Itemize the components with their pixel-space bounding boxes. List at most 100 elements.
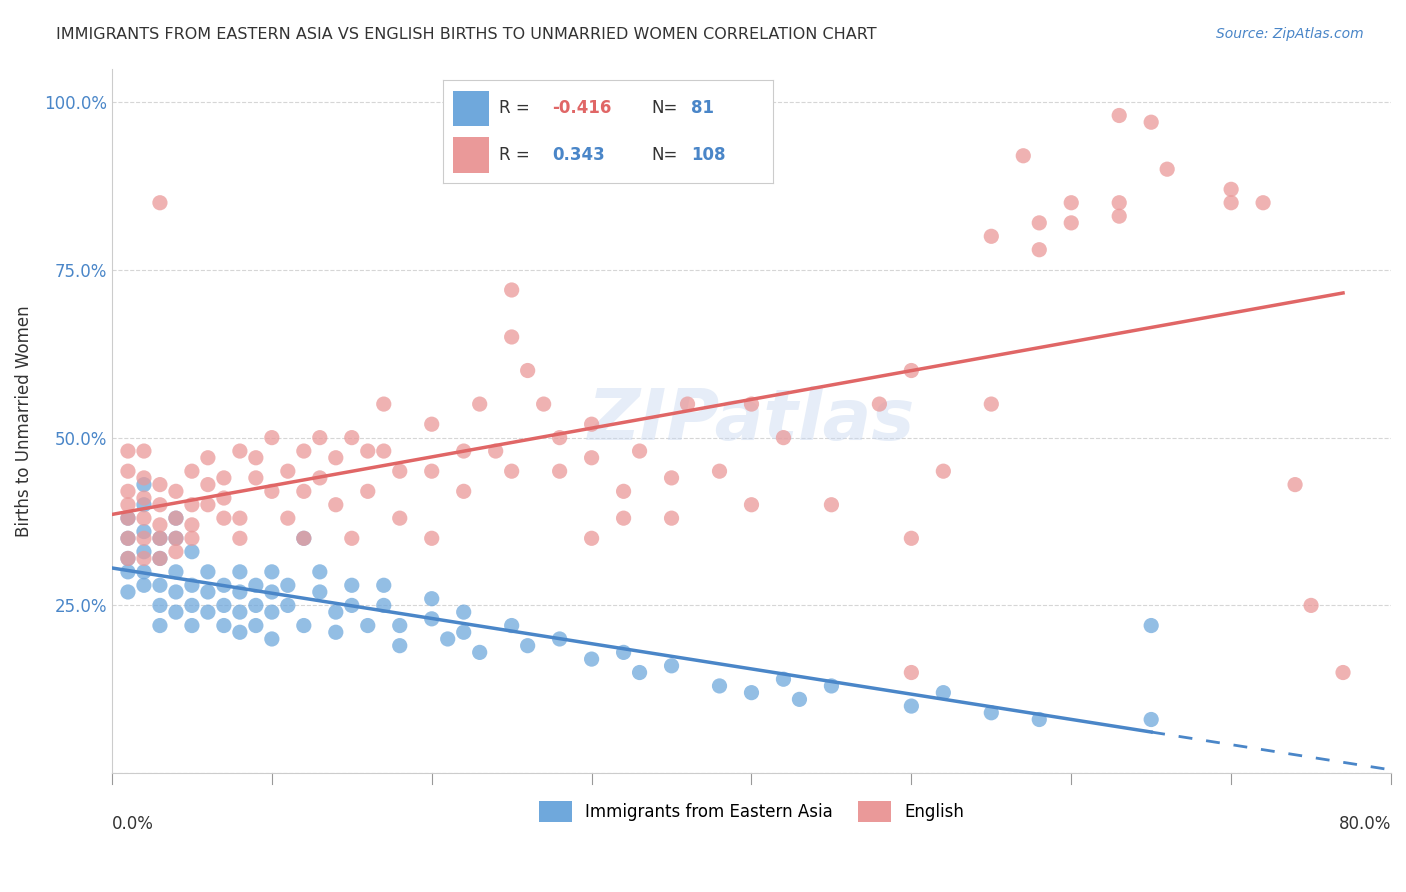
Point bbox=[628, 665, 651, 680]
Point bbox=[197, 477, 219, 491]
Point bbox=[308, 585, 330, 599]
Point bbox=[501, 464, 523, 478]
Point bbox=[292, 618, 315, 632]
Text: 0.343: 0.343 bbox=[553, 145, 605, 163]
Point bbox=[117, 551, 139, 566]
Point bbox=[772, 431, 794, 445]
Point bbox=[1220, 195, 1243, 210]
Point bbox=[1331, 665, 1354, 680]
Point bbox=[900, 699, 922, 714]
Point bbox=[661, 471, 683, 485]
Text: R =: R = bbox=[499, 145, 540, 163]
Point bbox=[388, 511, 411, 525]
Point bbox=[212, 491, 235, 505]
Point bbox=[117, 484, 139, 499]
Point bbox=[932, 464, 955, 478]
Point bbox=[420, 612, 443, 626]
Point bbox=[308, 565, 330, 579]
Point bbox=[980, 397, 1002, 411]
Point bbox=[165, 545, 187, 559]
Point bbox=[117, 531, 139, 545]
Point bbox=[260, 565, 283, 579]
Point bbox=[485, 444, 508, 458]
Point bbox=[229, 511, 252, 525]
Point bbox=[212, 511, 235, 525]
Point bbox=[117, 531, 139, 545]
Point bbox=[212, 471, 235, 485]
Point bbox=[1156, 162, 1178, 177]
Point bbox=[1140, 713, 1163, 727]
Point bbox=[132, 565, 155, 579]
Point bbox=[468, 645, 491, 659]
Point bbox=[245, 618, 267, 632]
Point bbox=[1108, 108, 1130, 122]
Point bbox=[117, 444, 139, 458]
Point bbox=[340, 531, 363, 545]
Point bbox=[132, 551, 155, 566]
Point bbox=[149, 195, 172, 210]
Point bbox=[229, 585, 252, 599]
Point bbox=[229, 565, 252, 579]
Point bbox=[308, 431, 330, 445]
Point bbox=[277, 599, 299, 613]
Point bbox=[613, 484, 636, 499]
Point bbox=[581, 652, 603, 666]
Point bbox=[229, 605, 252, 619]
Point bbox=[149, 531, 172, 545]
Point bbox=[932, 686, 955, 700]
Point bbox=[117, 498, 139, 512]
Point bbox=[308, 471, 330, 485]
Point bbox=[292, 531, 315, 545]
Point bbox=[149, 477, 172, 491]
Point bbox=[900, 363, 922, 377]
Point bbox=[1012, 149, 1035, 163]
Text: R =: R = bbox=[499, 100, 536, 118]
Point bbox=[453, 484, 475, 499]
Point bbox=[180, 578, 202, 592]
Point bbox=[868, 397, 890, 411]
Point bbox=[149, 599, 172, 613]
Point bbox=[420, 531, 443, 545]
Point bbox=[980, 229, 1002, 244]
Point bbox=[117, 565, 139, 579]
Point bbox=[516, 363, 538, 377]
Point bbox=[340, 599, 363, 613]
Point bbox=[1251, 195, 1274, 210]
Point bbox=[740, 498, 762, 512]
Point bbox=[132, 491, 155, 505]
Point bbox=[1140, 618, 1163, 632]
Point bbox=[165, 605, 187, 619]
Point bbox=[229, 444, 252, 458]
Point bbox=[581, 450, 603, 465]
Point bbox=[468, 397, 491, 411]
Point bbox=[357, 618, 380, 632]
Point bbox=[149, 517, 172, 532]
Point bbox=[548, 464, 571, 478]
Point bbox=[245, 450, 267, 465]
Point bbox=[516, 639, 538, 653]
Point bbox=[180, 545, 202, 559]
Point bbox=[1060, 216, 1083, 230]
Point bbox=[260, 484, 283, 499]
Point bbox=[628, 444, 651, 458]
Point bbox=[132, 524, 155, 539]
Point bbox=[373, 578, 395, 592]
Point bbox=[581, 417, 603, 432]
Point bbox=[676, 397, 699, 411]
Point bbox=[165, 585, 187, 599]
Point bbox=[453, 605, 475, 619]
Point bbox=[132, 444, 155, 458]
Point bbox=[900, 531, 922, 545]
Point bbox=[340, 431, 363, 445]
Bar bbox=[453, 91, 489, 127]
Point bbox=[548, 632, 571, 646]
Point bbox=[180, 517, 202, 532]
Point bbox=[1108, 195, 1130, 210]
Text: IMMIGRANTS FROM EASTERN ASIA VS ENGLISH BIRTHS TO UNMARRIED WOMEN CORRELATION CH: IMMIGRANTS FROM EASTERN ASIA VS ENGLISH … bbox=[56, 27, 877, 42]
Point bbox=[357, 484, 380, 499]
Point bbox=[900, 665, 922, 680]
Text: N=: N= bbox=[651, 100, 678, 118]
Point bbox=[820, 498, 842, 512]
Point bbox=[165, 511, 187, 525]
Point bbox=[117, 511, 139, 525]
